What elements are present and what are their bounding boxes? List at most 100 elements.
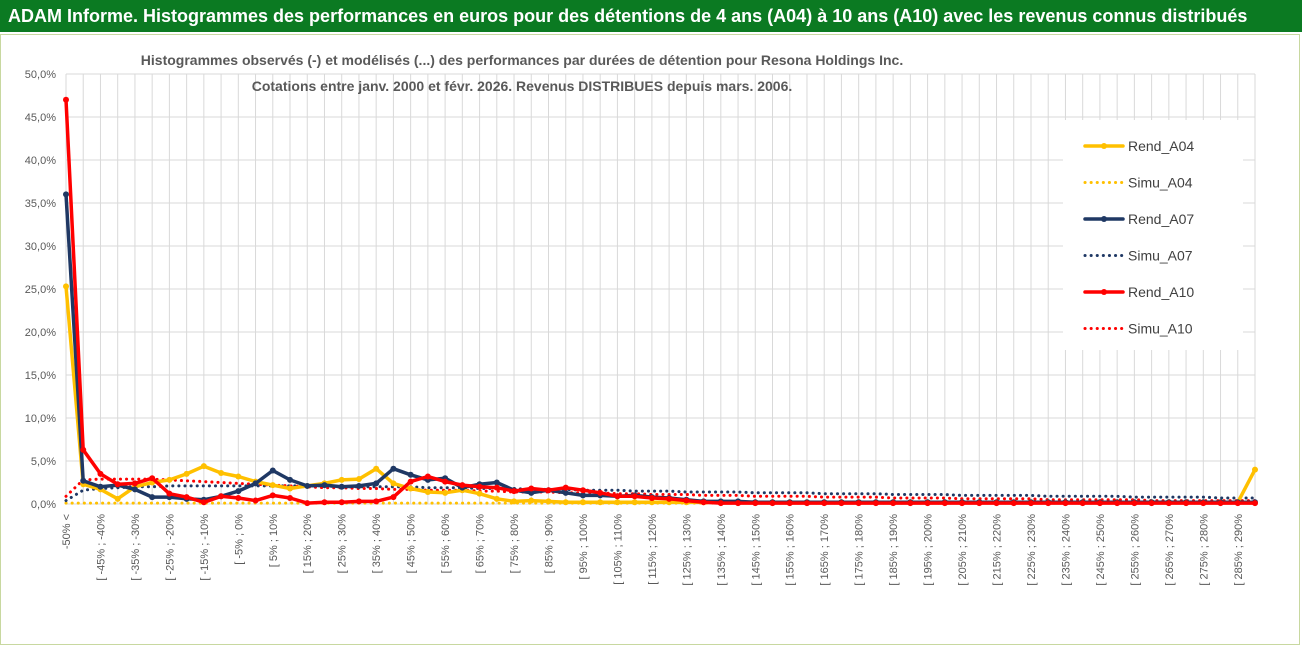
- x-tick-label: [ 165% ; 170%: [819, 514, 831, 586]
- data-point: [735, 500, 742, 507]
- data-point: [338, 499, 345, 506]
- data-point: [1096, 500, 1103, 507]
- y-tick-label: 20,0%: [25, 327, 56, 339]
- y-tick-label: 40,0%: [25, 155, 56, 167]
- data-point: [1079, 500, 1086, 507]
- data-point: [493, 484, 500, 491]
- data-point: [269, 482, 276, 489]
- data-point: [1234, 500, 1241, 507]
- data-point: [976, 500, 983, 507]
- data-point: [838, 500, 845, 507]
- data-point: [63, 283, 69, 290]
- data-point: [390, 494, 397, 501]
- chart-title: Histogrammes observés (-) et modélisés (…: [141, 52, 903, 68]
- data-point: [321, 482, 328, 489]
- data-point: [80, 446, 87, 453]
- data-point: [1217, 500, 1224, 507]
- x-tick-label: [ 75% ; 80%: [509, 514, 521, 574]
- data-point: [200, 463, 207, 470]
- data-point: [614, 499, 621, 506]
- report-banner: ADAM Informe. Histogrammes des performan…: [0, 0, 1302, 32]
- series-layer: [63, 96, 1258, 507]
- data-point: [63, 191, 69, 198]
- x-axis-ticks: -50% < [ -45% ; -40% [ -35% ; -30% [ -25% ;…: [61, 514, 1245, 586]
- y-tick-label: 45,0%: [25, 112, 56, 124]
- data-point: [131, 486, 138, 493]
- data-point: [287, 494, 294, 501]
- chart-frame: [0, 34, 1300, 645]
- data-point: [1010, 500, 1017, 507]
- data-point: [235, 473, 242, 480]
- data-point: [855, 500, 862, 507]
- data-point: [1027, 500, 1034, 507]
- data-point: [717, 500, 724, 507]
- x-tick-label: [ 115% ; 120%: [647, 514, 659, 585]
- data-point: [545, 487, 552, 494]
- data-point: [786, 500, 793, 507]
- x-tick-label: [ 125% ; 130%: [681, 514, 693, 586]
- series-line-Simu_A07: [64, 484, 1257, 503]
- legend: Rend_A04 Simu_A04 Rend_A07 Simu_A07 Rend_A10…: [1083, 138, 1194, 337]
- data-point: [511, 488, 518, 495]
- x-tick-label: [ 195% ; 200%: [923, 514, 935, 586]
- x-tick-label: [ 205% ; 210%: [957, 514, 969, 586]
- data-point: [579, 499, 586, 506]
- data-point: [166, 490, 173, 497]
- x-tick-label: [ 65% ; 70%: [475, 514, 487, 574]
- data-point: [493, 479, 500, 486]
- legend-label: Simu_A07: [1128, 248, 1193, 264]
- data-point: [373, 498, 380, 505]
- y-tick-label: 50,0%: [25, 69, 56, 81]
- data-point: [235, 488, 242, 495]
- data-point: [890, 500, 897, 507]
- x-tick-label: [ 175% ; 180%: [854, 514, 866, 586]
- data-point: [131, 480, 138, 487]
- data-point: [304, 482, 311, 489]
- x-tick-label: [ 255% ; 260%: [1129, 514, 1141, 586]
- x-tick-label: [ -25% ; -20%: [164, 514, 176, 581]
- legend-label: Rend_A10: [1128, 284, 1194, 300]
- data-point: [752, 500, 759, 507]
- data-point: [562, 499, 569, 506]
- data-point: [63, 96, 69, 103]
- data-point: [579, 492, 586, 499]
- data-point: [476, 483, 483, 490]
- data-point: [355, 482, 362, 489]
- data-point: [373, 465, 380, 472]
- data-point: [803, 500, 810, 507]
- data-point: [321, 499, 328, 506]
- data-point: [1062, 500, 1069, 507]
- x-tick-label: -50% <: [61, 514, 73, 549]
- data-point: [287, 476, 294, 483]
- data-point: [269, 492, 276, 499]
- y-tick-label: 15,0%: [25, 370, 56, 382]
- data-point: [218, 493, 225, 500]
- x-tick-label: [ 95% ; 100%: [578, 514, 590, 580]
- x-tick-label: [ 145% ; 150%: [750, 514, 762, 586]
- x-tick-label: [ 15% ; 20%: [302, 514, 314, 574]
- data-point: [459, 482, 466, 489]
- data-point: [683, 497, 690, 504]
- legend-item-Rend_A10: Rend_A10: [1083, 284, 1194, 300]
- chart-subtitle: Cotations entre janv. 2000 et févr. 2026…: [252, 78, 793, 94]
- data-point: [528, 485, 535, 492]
- x-tick-label: [ 35% ; 40%: [371, 514, 383, 574]
- x-tick-label: [ -35% ; -30%: [130, 514, 142, 581]
- y-axis-ticks: 0,0% 5,0% 10,0% 15,0% 20,0% 25,0% 30,0% 35,0% 40…: [25, 69, 56, 511]
- data-point: [80, 477, 87, 484]
- data-point: [631, 499, 638, 506]
- legend-label: Rend_A04: [1128, 138, 1194, 154]
- data-point: [442, 489, 449, 496]
- data-point: [1252, 500, 1258, 507]
- data-point: [442, 478, 449, 485]
- data-point: [183, 470, 190, 477]
- y-tick-label: 30,0%: [25, 241, 56, 253]
- x-tick-label: [ 215% ; 220%: [992, 514, 1004, 586]
- data-point: [407, 478, 414, 485]
- data-point: [545, 498, 552, 505]
- data-point: [821, 500, 828, 507]
- data-point: [390, 465, 397, 472]
- data-point: [493, 495, 500, 502]
- legend-label: Simu_A10: [1128, 321, 1193, 337]
